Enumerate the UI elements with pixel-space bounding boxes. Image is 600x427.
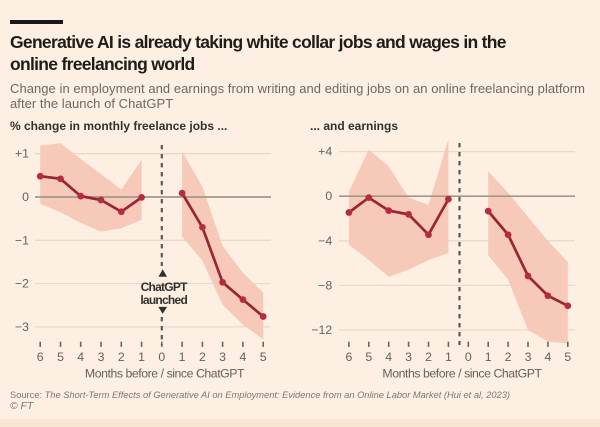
svg-text:4: 4 <box>385 350 392 364</box>
svg-text:0: 0 <box>158 350 165 364</box>
svg-text:−4: −4 <box>318 234 332 248</box>
svg-text:4: 4 <box>544 350 551 364</box>
svg-text:0: 0 <box>465 350 472 364</box>
svg-text:4: 4 <box>77 350 84 364</box>
svg-text:3: 3 <box>525 350 532 364</box>
svg-text:−8: −8 <box>318 278 332 292</box>
svg-text:6: 6 <box>345 350 352 364</box>
svg-text:−1: −1 <box>15 233 29 247</box>
svg-text:5: 5 <box>365 350 372 364</box>
svg-text:3: 3 <box>98 350 105 364</box>
svg-text:1: 1 <box>179 350 186 364</box>
svg-text:+4: +4 <box>318 145 332 159</box>
svg-text:+1: +1 <box>15 147 29 161</box>
svg-text:Months before / since ChatGPT: Months before / since ChatGPT <box>382 366 542 380</box>
svg-text:5: 5 <box>260 350 267 364</box>
svg-text:−3: −3 <box>15 320 29 334</box>
svg-text:−2: −2 <box>15 277 29 291</box>
svg-text:0: 0 <box>22 190 29 204</box>
svg-text:1: 1 <box>485 350 492 364</box>
svg-text:5: 5 <box>57 350 64 364</box>
svg-text:1: 1 <box>138 350 145 364</box>
svg-text:ChatGPT: ChatGPT <box>141 280 189 294</box>
svg-text:2: 2 <box>425 350 432 364</box>
svg-text:4: 4 <box>239 350 246 364</box>
svg-text:2: 2 <box>118 350 125 364</box>
svg-text:6: 6 <box>37 350 44 364</box>
svg-text:−12: −12 <box>311 323 332 337</box>
svg-text:2: 2 <box>199 350 206 364</box>
svg-text:2: 2 <box>505 350 512 364</box>
svg-text:3: 3 <box>219 350 226 364</box>
svg-text:launched: launched <box>140 293 187 307</box>
svg-text:0: 0 <box>325 189 332 203</box>
svg-text:5: 5 <box>564 350 571 364</box>
svg-text:Months before / since ChatGPT: Months before / since ChatGPT <box>85 366 245 380</box>
svg-text:3: 3 <box>405 350 412 364</box>
svg-text:1: 1 <box>445 350 452 364</box>
